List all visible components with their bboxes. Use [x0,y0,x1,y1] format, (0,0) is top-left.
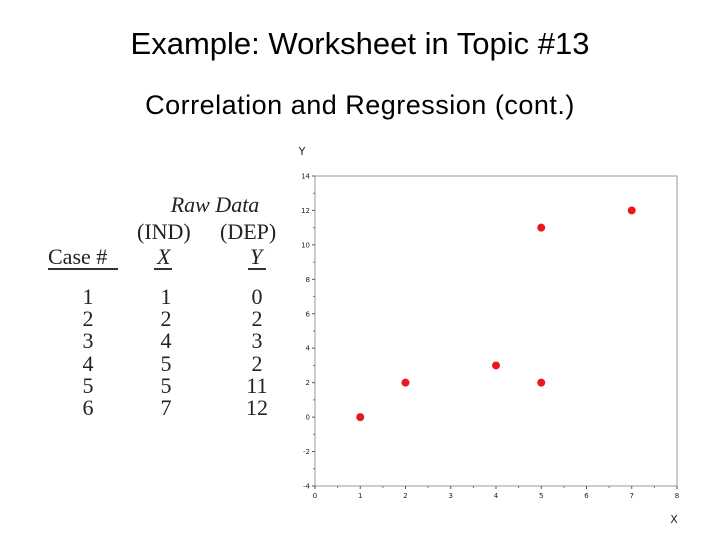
y-tick-label: 8 [306,276,310,284]
table-cell-x: 5 [160,350,172,376]
dep-group-label: (DEP) [220,219,277,244]
y-axis-title: Y [298,145,306,158]
y-tick-label: 14 [301,173,310,181]
y-tick-label: 4 [306,345,311,353]
table-cell-x: 4 [160,328,172,354]
x-tick-label: 3 [449,492,453,500]
data-point-2 [401,378,410,387]
data-point-5 [537,223,546,232]
x-column-header: X [157,244,171,269]
plot-frame [314,175,678,487]
table-cell-y: 11 [246,372,268,398]
x-tick-label: 7 [630,492,634,500]
table-cell-case: 6 [82,395,94,420]
x-header-underline [154,268,172,270]
slide-title: Example: Worksheet in Topic #13 [130,26,590,61]
table-cell-x: 1 [160,284,172,309]
x-tick-label: 0 [313,492,317,500]
x-tick-label: 5 [539,492,543,500]
y-tick-label: -2 [303,448,310,456]
table-cell-case: 3 [82,328,94,354]
ind-group-label: (IND) [137,219,191,244]
x-tick-label: 4 [494,492,499,500]
slide-subtitle: Correlation and Regression (cont.) [145,90,575,120]
case-header-underline [48,268,118,270]
y-tick-label: 6 [306,310,311,318]
table-cell-case: 5 [82,372,94,398]
data-point-3 [492,361,500,370]
raw-data-heading: Raw Data [170,192,260,217]
table-cell-x: 7 [160,395,172,420]
data-point-1 [356,413,365,422]
table-cell-x: 5 [160,372,172,398]
case-column-header: Case # [48,244,108,269]
table-cell-y: 0 [251,284,263,309]
table-cell-y: 12 [246,395,268,420]
table-cell-y: 3 [251,328,263,354]
y-column-header: Y [250,244,263,269]
table-cell-x: 2 [160,306,172,332]
y-tick-label: 0 [306,414,310,422]
x-tick-label: 1 [358,492,362,500]
table-cell-case: 1 [82,284,94,309]
table-cell-case: 4 [82,350,94,376]
x-tick-label: 8 [675,492,679,500]
data-point-6 [627,206,636,215]
data-point-4 [537,378,546,387]
y-header-underline [248,268,266,270]
table-cell-y: 2 [251,350,263,376]
x-axis-title: X [670,513,678,526]
y-tick-label: 2 [306,379,310,387]
table-cell-y: 2 [251,306,263,332]
x-tick-label: 2 [403,492,407,500]
y-tick-label: 10 [301,241,310,249]
table-cell-case: 2 [82,306,94,332]
x-tick-label: 6 [584,492,589,500]
y-tick-label: 12 [301,207,310,215]
y-tick-label: -4 [303,483,311,491]
